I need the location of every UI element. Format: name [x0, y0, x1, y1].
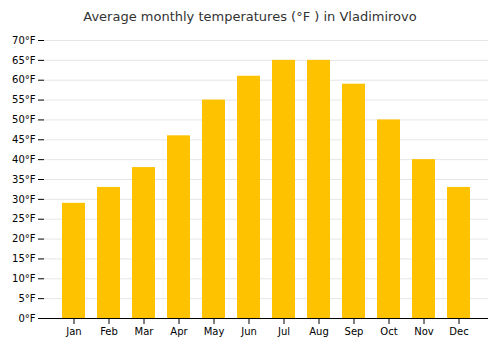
svg-text:5°F: 5°F — [18, 293, 35, 304]
svg-text:Jan: Jan — [65, 326, 81, 337]
svg-text:Feb: Feb — [100, 326, 118, 337]
html-text:Average monthly temperatures (: Average monthly temperatures (°F ) in Vl… — [83, 9, 417, 24]
svg-text:0°F: 0°F — [18, 313, 35, 324]
svg-text:Sep: Sep — [345, 326, 364, 337]
svg-text:60°F: 60°F — [12, 74, 36, 85]
svg-text:10°F: 10°F — [12, 273, 36, 284]
svg-text:Oct: Oct — [380, 326, 397, 337]
svg-text:20°F: 20°F — [12, 233, 36, 244]
svg-text:Aug: Aug — [309, 326, 329, 337]
svg-text:Mar: Mar — [135, 326, 155, 337]
svg-text:25°F: 25°F — [12, 213, 36, 224]
svg-text:40°F: 40°F — [12, 154, 36, 165]
svg-text:Dec: Dec — [449, 326, 468, 337]
svg-text:65°F: 65°F — [12, 55, 36, 66]
svg-text:May: May — [204, 326, 225, 337]
svg-text:Jun: Jun — [240, 326, 257, 337]
svg-text:Jul: Jul — [277, 326, 290, 337]
svg-text:30°F: 30°F — [12, 194, 36, 205]
svg-text:Nov: Nov — [414, 326, 434, 337]
svg-text:50°F: 50°F — [12, 114, 36, 125]
svg-text:35°F: 35°F — [12, 174, 36, 185]
svg-text:55°F: 55°F — [12, 94, 36, 105]
svg-text:Apr: Apr — [170, 326, 188, 337]
svg-text:70°F: 70°F — [12, 35, 36, 46]
svg-text:15°F: 15°F — [12, 253, 36, 264]
svg-text:45°F: 45°F — [12, 134, 36, 145]
